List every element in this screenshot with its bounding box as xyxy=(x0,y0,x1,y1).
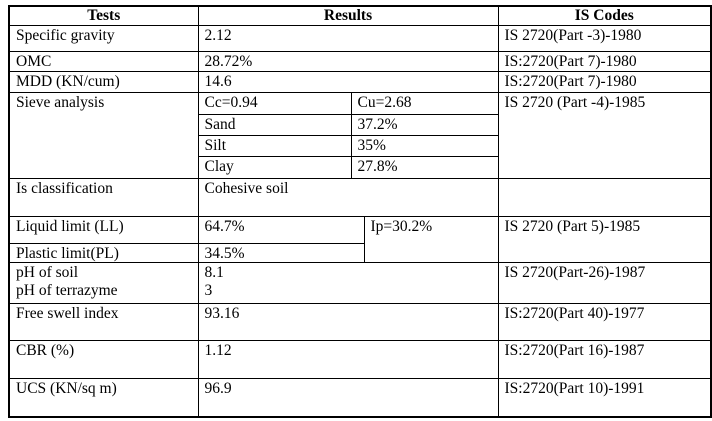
cell-plastic-limit-test: Plastic limit(PL) xyxy=(8,242,199,264)
cell-sieve-cc: Cc=0.94 xyxy=(197,91,352,115)
cell-ucs-is-code: IS:2720(Part 10)-1991 xyxy=(497,378,712,418)
cell-specific-gravity-test: Specific gravity xyxy=(8,24,199,52)
table-row: CBR (%) 1.12 IS:2720(Part 16)-1987 xyxy=(8,340,712,380)
header-results: Results xyxy=(197,5,499,26)
table-row: Clay 27.8% xyxy=(9,155,711,179)
cell-sieve-silt-label: Silt xyxy=(197,134,352,157)
table-header-row: Tests Results IS Codes xyxy=(8,5,712,26)
cell-mdd-test: MDD (KN/cum) xyxy=(8,70,199,93)
table-row: Free swell index 93.16 IS:2720(Part 40)-… xyxy=(8,303,712,342)
cell-liquid-limit-test: Liquid limit (LL) xyxy=(8,215,199,244)
cell-sieve-test: Sieve analysis xyxy=(8,91,199,179)
cell-cbr-test: CBR (%) xyxy=(8,340,199,380)
cell-cbr-result: 1.12 xyxy=(197,340,499,380)
cell-sieve-clay-label: Clay xyxy=(197,155,352,179)
cell-sieve-cu: Cu=2.68 xyxy=(350,91,499,115)
table-row: Sieve analysis Cc=0.94 Cu=2.68 IS 2720 (… xyxy=(8,91,712,179)
cell-ucs-test: UCS (KN/sq m) xyxy=(8,378,199,418)
cell-mdd-is-code: IS:2720(Part 7)-1980 xyxy=(497,70,712,93)
soil-test-results-table: Tests Results IS Codes Specific gravity … xyxy=(8,5,712,418)
cell-classification-is-code xyxy=(497,177,712,217)
cell-sieve-is-code: IS 2720 (Part -4)-1985 xyxy=(497,91,712,179)
header-is-codes: IS Codes xyxy=(497,5,712,26)
cell-classification-result: Cohesive soil xyxy=(197,177,499,217)
cell-ph-test: pH of soil pH of terrazyme xyxy=(8,262,199,305)
header-tests: Tests xyxy=(8,5,199,26)
cell-sieve-sand-label: Sand xyxy=(197,113,352,136)
cell-free-swell-is-code: IS:2720(Part 40)-1977 xyxy=(497,303,712,342)
table-row: Specific gravity 2.12 IS 2720(Part -3)-1… xyxy=(8,24,712,52)
table-row: UCS (KN/sq m) 96.9 IS:2720(Part 10)-1991 xyxy=(8,378,712,418)
ph-soil-label: pH of soil xyxy=(16,264,78,282)
cell-plastic-limit-result: 34.5% xyxy=(197,242,365,264)
cell-mdd-result: 14.6 xyxy=(197,70,499,93)
cell-cbr-is-code: IS:2720(Part 16)-1987 xyxy=(497,340,712,380)
cell-sieve-clay-value: 27.8% xyxy=(350,155,499,179)
cell-plasticity-index: Ip=30.2% xyxy=(363,215,499,264)
cell-classification-test: Is classification xyxy=(8,177,199,217)
cell-sieve-silt-value: 35% xyxy=(350,134,499,157)
cell-ph-result: 8.1 3 xyxy=(197,262,499,305)
table-row: OMC 28.72% IS:2720(Part 7)-1980 xyxy=(8,50,712,72)
cell-free-swell-test: Free swell index xyxy=(8,303,199,342)
cell-free-swell-result: 93.16 xyxy=(197,303,499,342)
cell-ucs-result: 96.9 xyxy=(197,378,499,418)
cell-sieve-sand-value: 37.2% xyxy=(350,113,499,136)
cell-omc-result: 28.72% xyxy=(197,50,499,72)
table-row: Is classification Cohesive soil xyxy=(8,177,712,217)
table-row: Liquid limit (LL) 64.7% Ip=30.2% IS 2720… xyxy=(8,215,712,264)
ph-soil-value: 8.1 xyxy=(204,264,224,282)
cell-liquid-limit-result: 64.7% xyxy=(197,215,365,244)
ph-terrazyme-value: 3 xyxy=(204,282,213,300)
cell-liquid-limit-is-code: IS 2720 (Part 5)-1985 xyxy=(497,215,712,264)
ph-terrazyme-label: pH of terrazyme xyxy=(16,282,118,300)
table-row: pH of soil pH of terrazyme 8.1 3 IS 2720… xyxy=(8,262,712,305)
table-row: MDD (KN/cum) 14.6 IS:2720(Part 7)-1980 xyxy=(8,70,712,93)
cell-ph-is-code: IS 2720(Part-26)-1987 xyxy=(497,262,712,305)
cell-omc-is-code: IS:2720(Part 7)-1980 xyxy=(497,50,712,72)
cell-specific-gravity-is-code: IS 2720(Part -3)-1980 xyxy=(497,24,712,52)
cell-omc-test: OMC xyxy=(8,50,199,72)
cell-specific-gravity-result: 2.12 xyxy=(197,24,499,52)
